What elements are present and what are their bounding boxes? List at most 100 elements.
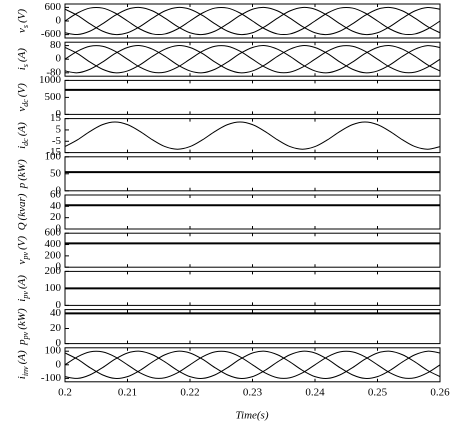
y-tick-label: 0 [56,108,62,120]
y-axis-label-unit: (kW) [16,159,28,181]
y-axis-label-subscript: inv [21,366,30,376]
x-tick-label: 0.21 [118,386,137,398]
y-axis-label-unit: (A) [16,350,28,364]
line-series [64,45,441,74]
y-tick-label: 20 [50,322,62,334]
y-axis-label-unit: (A) [16,122,28,136]
panel-frame [64,309,441,345]
y-axis-label-unit: (kvar) [16,193,28,220]
y-tick-label: 600 [45,1,62,13]
y-axis-label-unit: (kW) [16,308,28,330]
line-series [64,350,441,379]
y-axis-label-symbol: p [16,182,28,189]
y-tick-label: 100 [45,345,62,357]
line-series [64,6,441,36]
y-tick-label: 0 [56,53,62,65]
y-axis-label-subscript: pv [21,291,30,300]
y-axis-label: vpv (V) [16,236,30,265]
y-axis-label-subscript: dc [21,138,30,146]
y-axis-label: vdc (V) [16,83,30,112]
y-axis-label-symbol: v [16,107,28,112]
y-tick-label: -5 [52,135,62,147]
y-tick-label: 0 [56,299,62,311]
y-tick-label: 0 [56,261,62,273]
y-axis-label: vs (V) [16,9,30,33]
y-axis-label-subscript: dc [21,99,30,107]
y-axis-label-symbol: i [16,146,28,149]
y-tick-label: 0 [56,358,62,370]
y-axis-label-symbol: i [16,299,28,302]
y-axis-label-subscript: pv [21,252,30,261]
y-tick-label: 100 [45,282,62,294]
y-axis-label-unit: (V) [16,83,28,97]
panel-frame [64,118,441,154]
y-tick-label: -100 [41,372,62,384]
x-axis-label: Time(s) [236,410,269,422]
y-axis-label: Q (kvar) [16,193,28,230]
y-tick-label: 400 [45,238,62,250]
y-axis-label: ipv (A) [16,275,30,302]
y-tick-label: 15 [50,112,62,124]
x-tick-label: 0.26 [430,386,450,398]
y-tick-label: 0 [56,15,62,27]
panel-frame [64,270,441,306]
panel-frame [64,41,441,77]
y-tick-label: 200 [45,265,62,277]
y-axis-label-symbol: i [16,376,28,379]
line-series [64,350,441,379]
y-tick-label: 60 [50,189,62,201]
y-axis-label-unit: (V) [16,9,28,23]
y-tick-label: 0 [56,184,62,196]
line-series [64,45,441,74]
panel-frame [64,79,441,115]
y-axis-label-unit: (A) [16,275,28,289]
y-axis-label-subscript: pv [21,331,30,340]
panel-frame [64,347,441,383]
y-tick-label: 500 [45,91,62,103]
panel-frame [64,3,441,39]
y-axis-label: p(kW) [16,159,28,189]
y-axis-label-symbol: v [16,259,28,264]
y-tick-label: -80 [46,66,61,78]
y-axis-label-symbol: v [16,28,28,33]
y-tick-label: -15 [46,146,61,158]
x-tick-label: 0.2 [58,386,72,398]
x-tick-label: 0.24 [305,386,325,398]
y-tick-label: 200 [45,249,62,261]
y-tick-label: 1000 [39,74,62,86]
panel-frame [64,156,441,192]
y-tick-label: 40 [50,307,62,319]
y-tick-label: 20 [50,211,62,223]
y-tick-label: 50 [50,167,62,179]
y-tick-label: 0 [56,223,62,235]
y-axis-label-symbol: p [16,339,28,346]
y-tick-label: 100 [45,150,62,162]
panel-frame [64,232,441,268]
y-tick-label: 5 [56,123,62,135]
y-axis-label-unit: (V) [16,236,28,250]
line-series [64,6,441,36]
line-series [64,350,441,379]
y-axis-label-subscript: s [21,25,30,28]
line-series [64,45,441,74]
y-axis-label: ppv(kW) [16,308,30,346]
x-tick-label: 0.22 [180,386,199,398]
y-axis-label: iinv (A) [16,350,30,379]
panel-frame [64,194,441,230]
x-tick-label: 0.25 [368,386,388,398]
y-axis-label-symbol: i [16,67,28,70]
y-tick-label: 0 [56,337,62,349]
y-axis-label-subscript: s [21,64,30,67]
y-axis-label: idc (A) [16,122,30,149]
y-tick-label: 40 [50,200,62,212]
y-axis-label: is (A) [16,48,30,71]
x-tick-label: 0.23 [243,386,263,398]
y-axis-label-unit: (A) [16,48,28,62]
y-tick-label: 600 [45,227,62,239]
y-tick-label: 80 [50,39,62,51]
line-series [64,121,441,150]
line-series [64,6,441,36]
y-tick-label: -600 [41,28,62,40]
y-axis-label-symbol: Q [16,222,28,230]
